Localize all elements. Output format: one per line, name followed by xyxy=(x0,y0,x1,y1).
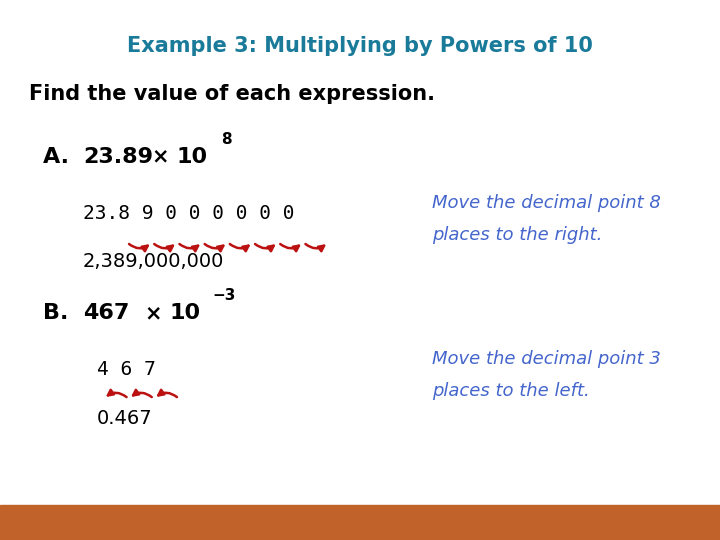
Text: Move the decimal point 3: Move the decimal point 3 xyxy=(432,350,661,368)
Text: 0.467: 0.467 xyxy=(97,409,153,428)
Text: Find the value of each expression.: Find the value of each expression. xyxy=(29,84,435,105)
Text: 23.8 9 0 0 0 0 0 0: 23.8 9 0 0 0 0 0 0 xyxy=(83,204,294,223)
Text: B.: B. xyxy=(43,303,76,323)
Text: ×: × xyxy=(144,303,161,323)
Text: 8: 8 xyxy=(221,132,232,147)
Text: 10: 10 xyxy=(169,303,200,323)
Text: 23.89: 23.89 xyxy=(83,146,153,167)
Text: −3: −3 xyxy=(212,288,235,303)
Text: 4 6 7: 4 6 7 xyxy=(97,360,156,380)
Text: Example 3: Multiplying by Powers of 10: Example 3: Multiplying by Powers of 10 xyxy=(127,36,593,56)
Bar xyxy=(0,505,720,540)
Text: 467: 467 xyxy=(83,303,129,323)
Text: places to the left.: places to the left. xyxy=(432,382,590,401)
Text: 10: 10 xyxy=(176,146,207,167)
Text: A.: A. xyxy=(43,146,77,167)
Text: ×: × xyxy=(151,146,168,167)
Text: 2,389,000,000: 2,389,000,000 xyxy=(83,252,224,272)
Text: Move the decimal point 8: Move the decimal point 8 xyxy=(432,193,661,212)
Text: places to the right.: places to the right. xyxy=(432,226,603,244)
